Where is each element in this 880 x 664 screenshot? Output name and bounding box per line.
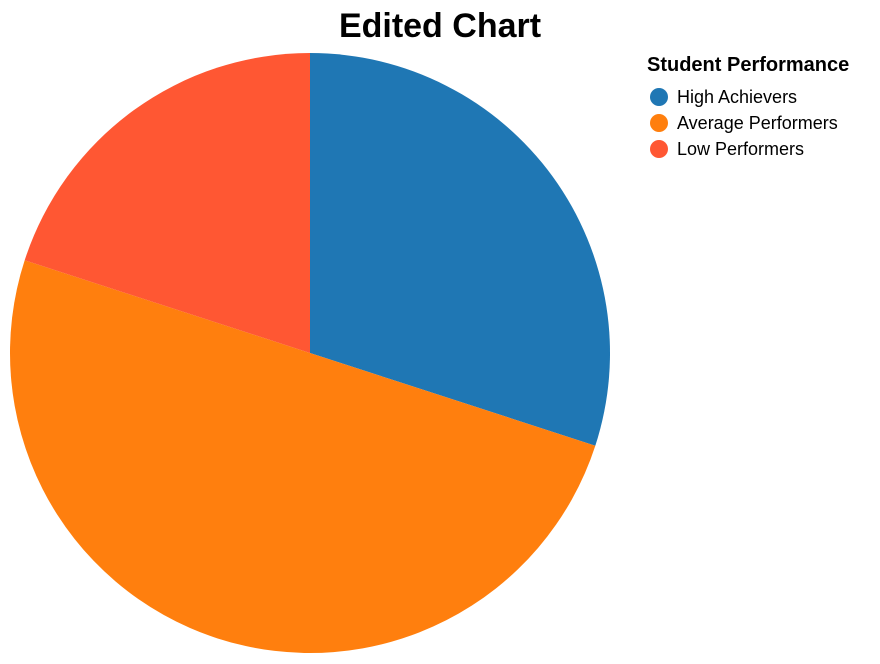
pie-slice-average-performers (9, 260, 596, 654)
legend-item-low-performers: Low Performers (647, 136, 849, 162)
chart-title: Edited Chart (338, 7, 542, 45)
legend-item-high-achievers: High Achievers (647, 84, 849, 110)
legend-label: Average Performers (677, 112, 838, 133)
pie-slice-low-performers (24, 53, 311, 353)
legend-swatch (650, 114, 668, 132)
legend-title: Student Performance (647, 54, 850, 76)
pie-slice-high-achievers (310, 53, 611, 446)
legend-label: High Achievers (677, 86, 798, 107)
legend-label: Low Performers (677, 138, 805, 159)
legend-swatch (650, 88, 668, 106)
legend: Student Performance High Achievers Avera… (647, 53, 849, 162)
legend-swatch (650, 140, 668, 158)
pie-slices (9, 53, 611, 654)
legend-item-average-performers: Average Performers (647, 110, 849, 136)
